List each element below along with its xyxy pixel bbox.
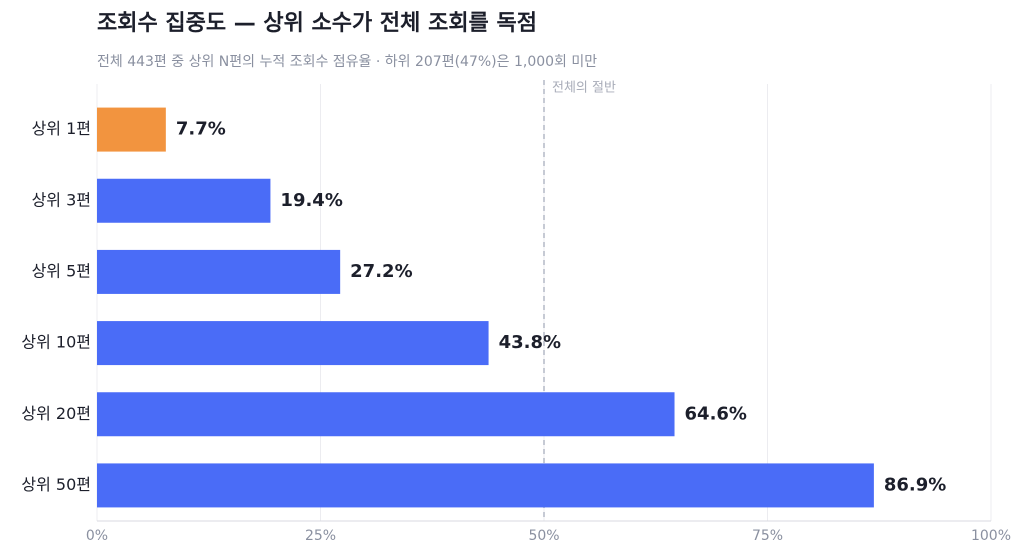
chart-title: 조회수 집중도 — 상위 소수가 전체 조회를 독점: [97, 11, 537, 36]
bar: [97, 321, 489, 366]
x-tick-label: 0%: [86, 528, 108, 544]
x-tick-label: 75%: [752, 528, 783, 544]
bar: [97, 107, 166, 152]
y-tick-label: 상위 1편: [32, 119, 91, 138]
value-label: 27.2%: [350, 261, 412, 282]
x-tick-label: 50%: [528, 528, 559, 544]
x-tick-label: 25%: [305, 528, 336, 544]
value-label: 43.8%: [499, 332, 561, 353]
bar: [97, 463, 874, 508]
y-tick-label: 상위 20편: [21, 404, 91, 423]
bar: [97, 249, 341, 294]
value-label: 64.6%: [685, 403, 747, 424]
y-tick-label: 상위 3편: [32, 190, 91, 209]
chart-subtitle: 전체 443편 중 상위 N편의 누적 조회수 점유율 · 하위 207편(47…: [97, 54, 597, 70]
y-tick-label: 상위 50편: [21, 475, 91, 494]
y-tick-label: 상위 10편: [21, 333, 91, 352]
bar: [97, 178, 271, 223]
value-label: 19.4%: [280, 190, 342, 211]
bar: [97, 392, 675, 437]
y-tick-label: 상위 5편: [32, 261, 91, 280]
value-label: 86.9%: [884, 474, 946, 495]
x-tick-label: 100%: [971, 528, 1011, 544]
value-label: 7.7%: [176, 119, 226, 140]
reference-label: 전체의 절반: [552, 81, 616, 96]
